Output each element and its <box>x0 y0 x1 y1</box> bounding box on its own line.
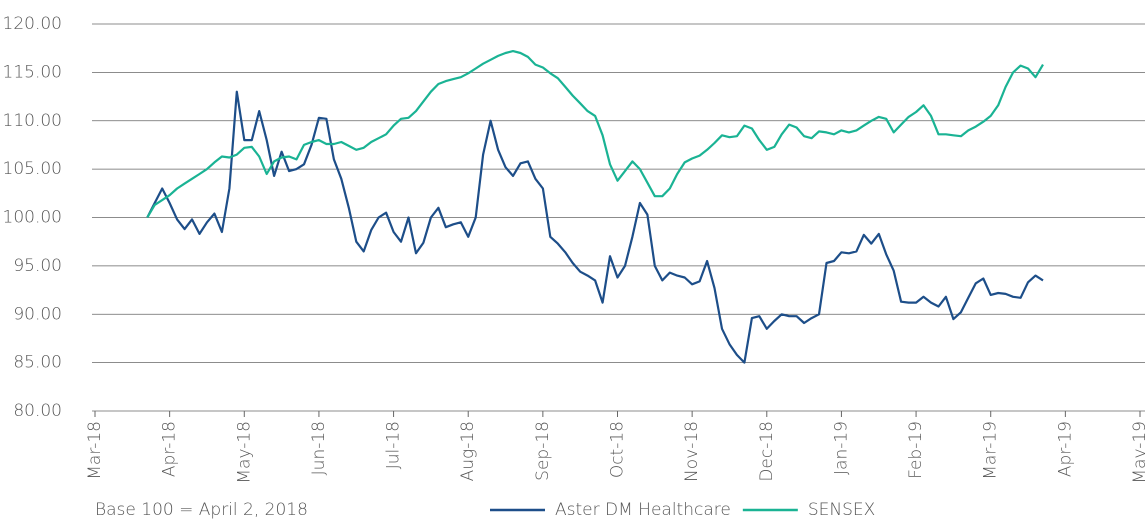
x-tick-label: Mar-18 <box>85 421 105 480</box>
x-tick-label: Jun-18 <box>309 421 329 475</box>
x-tick-label: Oct-18 <box>608 421 628 478</box>
x-tick-label: Jan-19 <box>831 421 851 475</box>
y-tick-label: 105.00 <box>3 159 62 179</box>
y-tick-label: 80.00 <box>13 401 62 421</box>
series-line <box>146 50 1044 219</box>
x-tick-label: Feb-19 <box>906 421 926 479</box>
series-line <box>146 90 1044 364</box>
legend-label: Aster DM Healthcare <box>555 500 731 520</box>
x-tick-label: Jul-18 <box>384 421 404 469</box>
base-note: Base 100 = April 2, 2018 <box>95 500 308 520</box>
y-tick-label: 120.00 <box>3 14 62 34</box>
x-tick-label: May-18 <box>234 421 254 484</box>
y-tick-label: 85.00 <box>13 353 62 373</box>
x-tick-label: Sep-18 <box>533 421 553 481</box>
legend-label: SENSEX <box>808 500 875 520</box>
y-tick-label: 95.00 <box>13 256 62 276</box>
x-tick-label: Nov-18 <box>682 421 702 482</box>
x-tick-label: Mar-19 <box>981 421 1001 480</box>
y-tick-label: 110.00 <box>3 111 62 131</box>
x-tick-label: Apr-19 <box>1055 421 1075 477</box>
x-tick-label: Aug-18 <box>458 421 478 481</box>
y-tick-label: 115.00 <box>3 62 62 82</box>
x-tick-label: May-19 <box>1130 421 1145 484</box>
x-tick-label: Apr-18 <box>160 421 180 477</box>
y-tick-label: 100.00 <box>3 208 62 228</box>
x-tick-label: Dec-18 <box>757 421 777 482</box>
y-tick-label: 90.00 <box>13 304 62 324</box>
